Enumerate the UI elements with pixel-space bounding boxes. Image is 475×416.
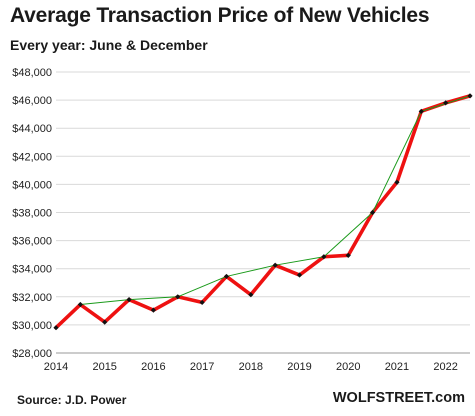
y-tick-label: $36,000 <box>12 236 52 248</box>
y-tick-label: $42,000 <box>12 151 52 163</box>
x-tick-label: 2016 <box>141 361 165 373</box>
x-tick-label: 2018 <box>239 361 263 373</box>
data-point-marker <box>53 325 59 331</box>
x-tick-label: 2022 <box>433 361 457 373</box>
x-tick-label: 2020 <box>336 361 360 373</box>
data-point-marker <box>321 254 327 260</box>
data-point-marker <box>369 209 376 216</box>
source-note: Source: J.D. Power <box>17 393 127 407</box>
y-tick-label: $34,000 <box>12 264 52 276</box>
y-tick-label: $32,000 <box>12 292 52 304</box>
data-point-marker <box>248 292 254 298</box>
x-tick-label: 2015 <box>92 361 116 373</box>
data-point-marker <box>467 93 473 99</box>
y-tick-label: $30,000 <box>12 320 52 332</box>
data-point-marker <box>443 100 449 106</box>
x-tick-label: 2014 <box>44 361 68 373</box>
data-point-marker <box>223 273 230 280</box>
chart-subtitle: Every year: June & December <box>10 37 208 53</box>
x-tick-label: 2021 <box>385 361 409 373</box>
y-tick-label: $48,000 <box>12 67 52 79</box>
x-tick-label: 2019 <box>287 361 311 373</box>
y-tick-label: $28,000 <box>12 348 52 360</box>
data-point-marker <box>77 301 83 308</box>
data-point-marker <box>296 272 303 278</box>
data-point-marker <box>150 307 157 313</box>
data-point-marker <box>418 108 424 114</box>
data-point-marker <box>345 252 351 258</box>
price-series-line <box>54 94 472 330</box>
x-tick-label: 2017 <box>190 361 214 373</box>
data-point-marker <box>102 319 108 325</box>
brand-watermark: WOLFSTREET.com <box>332 390 465 406</box>
data-point-marker <box>175 294 181 300</box>
data-point-marker <box>394 179 400 185</box>
y-tick-label: $38,000 <box>12 208 52 220</box>
y-tick-label: $44,000 <box>12 123 52 135</box>
data-point-marker <box>272 262 278 268</box>
trend-series-line <box>79 95 471 306</box>
data-point-marker <box>126 297 132 303</box>
chart-title: Average Transaction Price of New Vehicle… <box>10 4 430 27</box>
y-tick-label: $46,000 <box>12 95 52 107</box>
y-tick-label: $40,000 <box>12 179 52 191</box>
data-point-marker <box>199 299 205 306</box>
